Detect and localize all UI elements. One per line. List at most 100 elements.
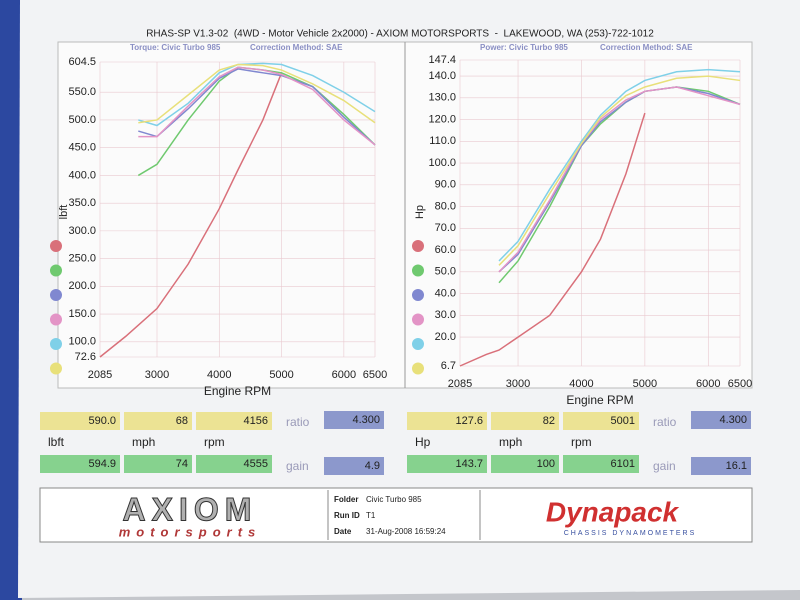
readout-unit: lbft xyxy=(48,435,65,449)
x-tick-label: 2085 xyxy=(88,369,112,381)
y-tick-label: 90.0 xyxy=(435,179,456,191)
y-axis-label: Hp xyxy=(414,205,426,219)
y-tick-label: 40.0 xyxy=(435,287,456,299)
y-tick-label: 110.0 xyxy=(429,135,456,147)
readout-value: 4555 xyxy=(244,458,268,470)
readout-tag: gain xyxy=(653,459,676,473)
y-tick-label: 350.0 xyxy=(68,197,96,209)
x-tick-label: 4000 xyxy=(569,378,593,390)
readout-value: 127.6 xyxy=(455,415,483,427)
y-tick-label: 120.0 xyxy=(428,113,456,125)
y-tick-label: 60.0 xyxy=(435,244,456,256)
header-title: RHAS-SP V1.3-02 (4WD - Motor Vehicle 2x2… xyxy=(146,29,654,40)
readout-box xyxy=(563,455,639,473)
y-tick-label: 100.0 xyxy=(68,336,96,348)
chart-note: Correction Method: SAE xyxy=(600,43,693,52)
x-tick-label: 6000 xyxy=(696,378,720,390)
footer-box xyxy=(39,487,753,543)
readout-value: 16.1 xyxy=(726,460,747,472)
readout-box xyxy=(124,455,192,473)
series-line xyxy=(138,63,376,124)
x-tick-label: 2085 xyxy=(448,378,472,390)
y-tick-label: 500.0 xyxy=(68,114,96,126)
x-tick-label: 5000 xyxy=(633,378,657,390)
series-line xyxy=(99,72,283,358)
series-line xyxy=(498,75,741,266)
x-tick-label: 3000 xyxy=(145,369,169,381)
field-value: T1 xyxy=(366,511,376,520)
series-line xyxy=(498,86,741,273)
legend-marker xyxy=(412,289,424,301)
y-tick-label: 550.0 xyxy=(68,86,96,98)
series-line xyxy=(138,68,376,146)
readout-box xyxy=(691,457,751,475)
series-line xyxy=(459,112,646,367)
readout-box xyxy=(691,411,751,429)
readout-value: 6101 xyxy=(611,458,635,470)
readout-unit: mph xyxy=(499,435,522,449)
readout-value: 100 xyxy=(537,458,555,470)
dynapack-sub: CHASSIS DYNAMOMETERS xyxy=(564,530,697,537)
legend-marker xyxy=(50,240,62,252)
series-line xyxy=(498,68,741,262)
x-axis-label: Engine RPM xyxy=(566,393,633,407)
readout-box xyxy=(324,457,384,475)
readout-box xyxy=(563,412,639,430)
readout-box xyxy=(324,411,384,429)
x-tick-label: 4000 xyxy=(207,369,231,381)
y-tick-label: 130.0 xyxy=(428,92,456,104)
chart-subtitle: Torque: Civic Turbo 985 xyxy=(130,43,221,52)
legend-marker xyxy=(50,362,62,375)
readout-value: 5001 xyxy=(611,415,635,427)
x-tick-label: 5000 xyxy=(269,369,293,381)
y-axis-label: lbft xyxy=(58,205,70,220)
readout-box xyxy=(491,412,559,430)
y-tick-label: 140.0 xyxy=(428,70,456,82)
readout-box xyxy=(407,455,487,473)
y-tick-label: 250.0 xyxy=(68,253,96,265)
readout-tag: ratio xyxy=(286,415,310,429)
readout-value: 4.300 xyxy=(719,414,747,426)
legend-marker xyxy=(412,264,424,277)
y-tick-label: 147.4 xyxy=(428,54,456,66)
readout-unit: Hp xyxy=(415,435,431,449)
readout-value: 74 xyxy=(176,458,188,470)
series-line xyxy=(498,86,741,273)
x-tick-label: 6500 xyxy=(728,378,752,390)
readout-value: 590.0 xyxy=(88,415,116,427)
x-tick-label: 3000 xyxy=(506,378,530,390)
legend-marker xyxy=(412,338,424,350)
readout-value: 4156 xyxy=(244,415,268,427)
axiom-logo: AXIOM xyxy=(123,491,258,527)
readout-value: 82 xyxy=(543,415,555,427)
field-label: Run ID xyxy=(334,511,360,520)
y-tick-label: 200.0 xyxy=(68,280,96,292)
readout-value: 4.9 xyxy=(365,460,380,472)
y-tick-label: 6.7 xyxy=(441,360,456,372)
x-tick-label: 6500 xyxy=(363,369,387,381)
readout-value: 68 xyxy=(176,415,188,427)
readout-value: 4.300 xyxy=(352,414,380,426)
readout-tag: ratio xyxy=(653,415,677,429)
field-label: Folder xyxy=(334,495,358,504)
readout-box xyxy=(124,412,192,430)
readout-box xyxy=(40,412,120,430)
readout-value: 143.7 xyxy=(455,458,483,470)
series-line xyxy=(498,86,741,284)
y-tick-label: 80.0 xyxy=(435,200,456,212)
y-tick-label: 100.0 xyxy=(428,157,456,169)
legend-marker xyxy=(50,313,62,326)
y-tick-label: 70.0 xyxy=(435,222,456,234)
readout-value: 594.9 xyxy=(88,458,116,470)
legend-marker xyxy=(50,338,62,350)
readout-tag: gain xyxy=(286,459,309,473)
readout-box xyxy=(40,455,120,473)
y-tick-label: 450.0 xyxy=(68,142,96,154)
x-tick-label: 6000 xyxy=(332,369,356,381)
chart-subtitle: Power: Civic Turbo 985 xyxy=(480,43,568,52)
axiom-sub: motorsports xyxy=(119,524,262,539)
y-tick-label: 50.0 xyxy=(435,266,456,278)
readout-box xyxy=(407,412,487,430)
field-value: 31-Aug-2008 16:59:24 xyxy=(366,527,446,536)
